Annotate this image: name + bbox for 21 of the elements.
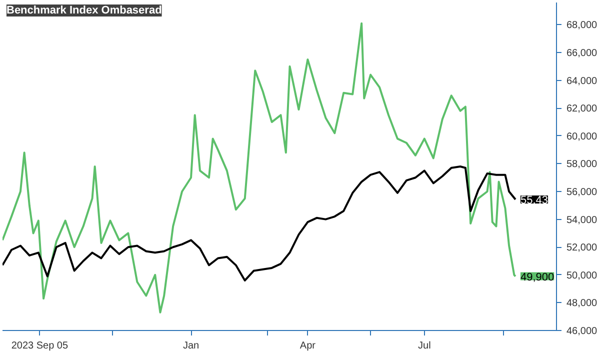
y-tick-label: 52,000 [566,242,598,254]
y-tick-label: 54,000 [566,214,598,226]
y-tick-label: 50,000 [566,270,598,282]
annotation: 49,900 [520,271,554,284]
annotation: 55,43 [520,194,548,206]
y-tick-label: 64,000 [566,76,598,87]
x-tick-label: Jul [418,340,431,352]
line-series [2,166,516,282]
x-tick-label: Jan [182,340,200,352]
y-tick-label: 56,000 [566,187,598,198]
y-tick-label: 46,000 [566,326,598,337]
y-tick-label: 66,000 [566,48,598,60]
y-tick-label: 60,000 [566,131,598,142]
text: Benchmark Index Ombaserad [6,4,162,16]
y-tick-label: 48,000 [566,298,598,310]
line-series [2,22,516,314]
y-tick-label: 58,000 [566,159,598,170]
x-tick-label: Apr [300,340,316,352]
x-tick-label: 2023 Sep 05 [11,340,68,352]
y-tick-label: 68,000 [566,20,598,32]
y-tick-label: 62,000 [566,104,598,115]
